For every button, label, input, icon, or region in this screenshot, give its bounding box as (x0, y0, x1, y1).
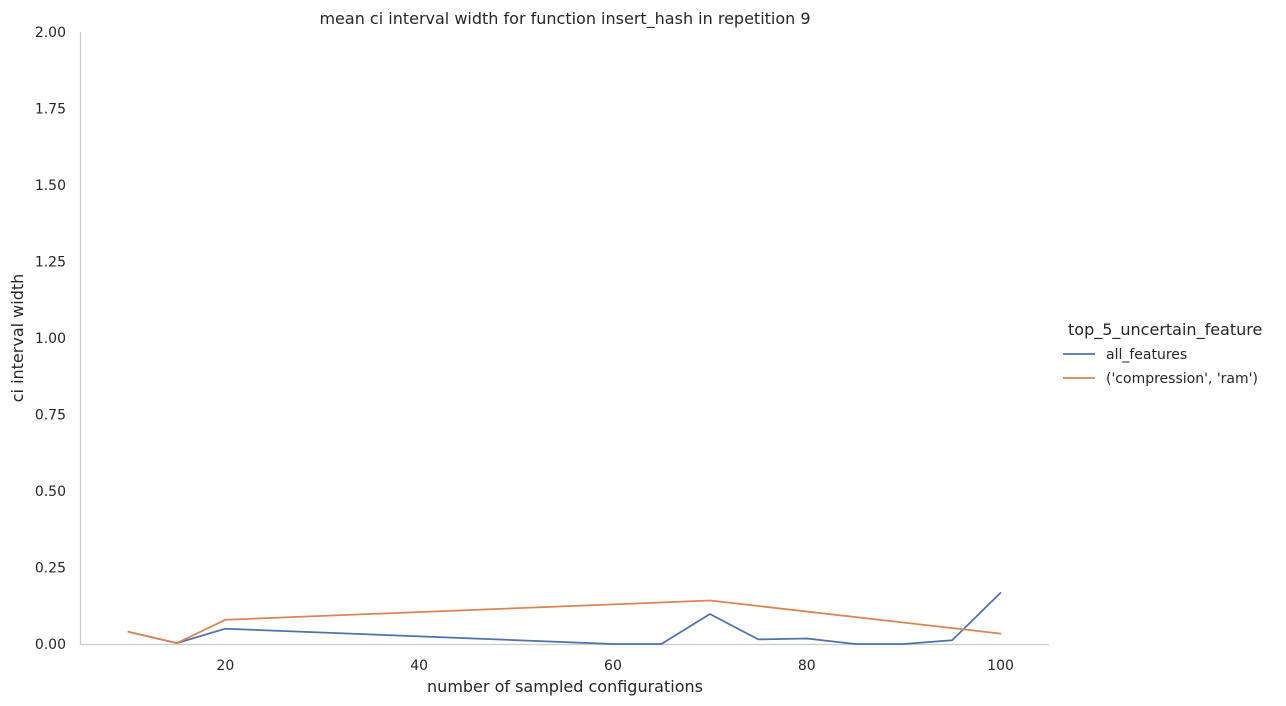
y-tick-label: 0.50 (35, 484, 66, 500)
x-tick-label: 60 (604, 658, 622, 674)
axes (79, 32, 1049, 646)
legend-title: top_5_uncertain_feature (1068, 320, 1262, 340)
legend-label-0: all_features (1106, 347, 1187, 363)
y-tick-label: 0.75 (35, 408, 66, 424)
chart-title: mean ci interval width for function inse… (319, 9, 810, 29)
y-tick-label: 0.00 (35, 637, 66, 653)
y-tick-label: 1.75 (35, 102, 66, 118)
x-axis-title: number of sampled configurations (427, 677, 703, 696)
x-tick-labels: 20 40 60 80 100 (216, 658, 1013, 674)
y-tick-label: 0.25 (35, 561, 66, 577)
y-axis-title: ci interval width (8, 274, 27, 403)
y-tick-labels: 0.00 0.25 0.50 0.75 1.00 1.25 1.50 1.75 2.00 (35, 25, 66, 653)
x-tick-label: 40 (410, 658, 428, 674)
x-tick-label: 80 (798, 658, 816, 674)
series-line-0 (127, 592, 1002, 645)
legend-label-1: ('compression', 'ram') (1106, 371, 1258, 387)
y-tick-label: 1.00 (35, 331, 66, 347)
x-tick-label: 20 (216, 658, 234, 674)
x-tick-label: 100 (987, 658, 1014, 674)
y-tick-label: 1.25 (35, 255, 66, 271)
y-tick-label: 1.50 (35, 178, 66, 194)
series-line-1 (127, 599, 1002, 644)
y-tick-label: 2.00 (35, 25, 66, 41)
series-lines (127, 592, 1002, 645)
legend: top_5_uncertain_feature all_features ('co… (1063, 320, 1262, 387)
